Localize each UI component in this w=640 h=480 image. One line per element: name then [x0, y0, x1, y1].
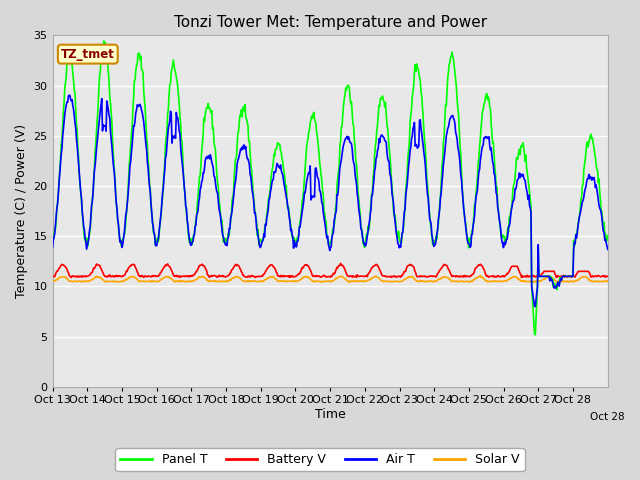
- Title: Tonzi Tower Met: Temperature and Power: Tonzi Tower Met: Temperature and Power: [173, 15, 486, 30]
- Text: TZ_tmet: TZ_tmet: [61, 48, 115, 60]
- Legend: Panel T, Battery V, Air T, Solar V: Panel T, Battery V, Air T, Solar V: [115, 448, 525, 471]
- Text: Oct 28: Oct 28: [590, 412, 625, 422]
- Y-axis label: Temperature (C) / Power (V): Temperature (C) / Power (V): [15, 124, 28, 298]
- X-axis label: Time: Time: [315, 408, 346, 421]
